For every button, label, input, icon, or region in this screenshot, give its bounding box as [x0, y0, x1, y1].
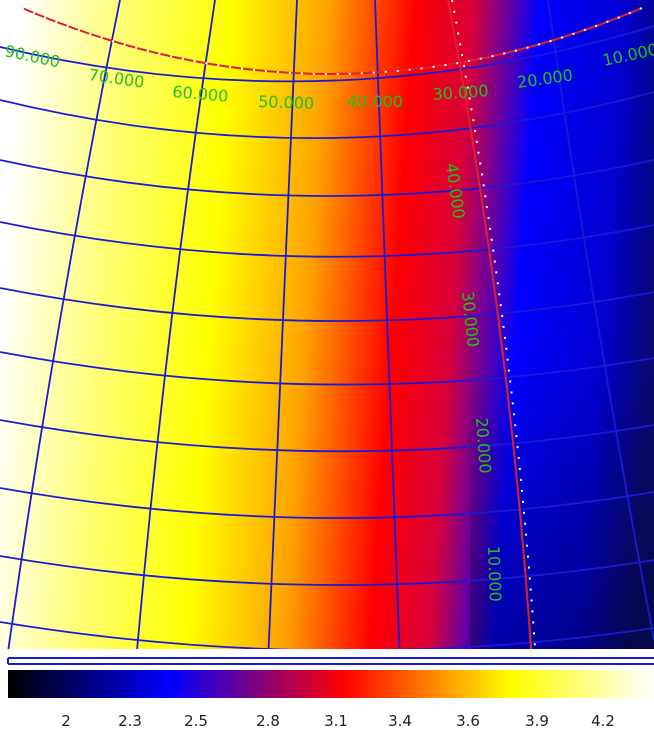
boundary-arc	[21, 7, 643, 75]
grid-parallel	[0, 91, 654, 139]
grid-label-40: 40.000	[347, 92, 403, 111]
colorbar	[8, 670, 654, 698]
grid-parallel	[0, 487, 654, 519]
grid-parallels	[0, 25, 654, 652]
plot-frame	[0, 649, 654, 665]
grid-meridian	[135, 0, 216, 652]
grid-label-60: 60.000	[172, 82, 229, 106]
grid-label-v20: 20.000	[472, 417, 495, 474]
colorbar-tick-label: 3.9	[525, 712, 549, 730]
colorbar-tick-label: 2.3	[118, 712, 142, 730]
colorbar-tick-labels: 2 2.3 2.5 2.8 3.1 3.4 3.6 3.9 4.2	[61, 712, 615, 730]
grid-parallel	[0, 419, 654, 453]
grid-label-30: 30.000	[432, 81, 489, 104]
grid-label-50: 50.000	[258, 92, 315, 113]
boundary-meridian	[447, 0, 533, 652]
grid-parallel	[0, 351, 654, 386]
grid-meridian	[267, 0, 298, 652]
grid-parallel	[0, 555, 654, 586]
colorbar-tick-label: 3.1	[324, 712, 348, 730]
grid-meridians	[7, 0, 654, 652]
grid-parallel	[0, 159, 654, 197]
grid-meridian	[374, 0, 401, 652]
grid-parallel	[0, 221, 654, 258]
map-plot-area[interactable]	[0, 0, 654, 662]
intensity-field-shade	[470, 0, 654, 652]
colorbar-tick-label: 4.2	[591, 712, 615, 730]
grid-label-v10: 10.000	[484, 545, 505, 602]
colorbar-tick-label: 2.5	[184, 712, 208, 730]
colorbar-tick-label: 2	[61, 712, 71, 730]
colorbar-tick-label: 3.6	[456, 712, 480, 730]
colorbar-tick-label: 3.4	[388, 712, 412, 730]
colorbar-tick-label: 2.8	[256, 712, 280, 730]
grid-parallel	[0, 287, 654, 322]
grid-meridian	[7, 0, 121, 652]
grid-parallel	[0, 25, 654, 83]
boundary-meridian-ticks	[451, 0, 537, 652]
grid-meridian	[547, 0, 654, 641]
